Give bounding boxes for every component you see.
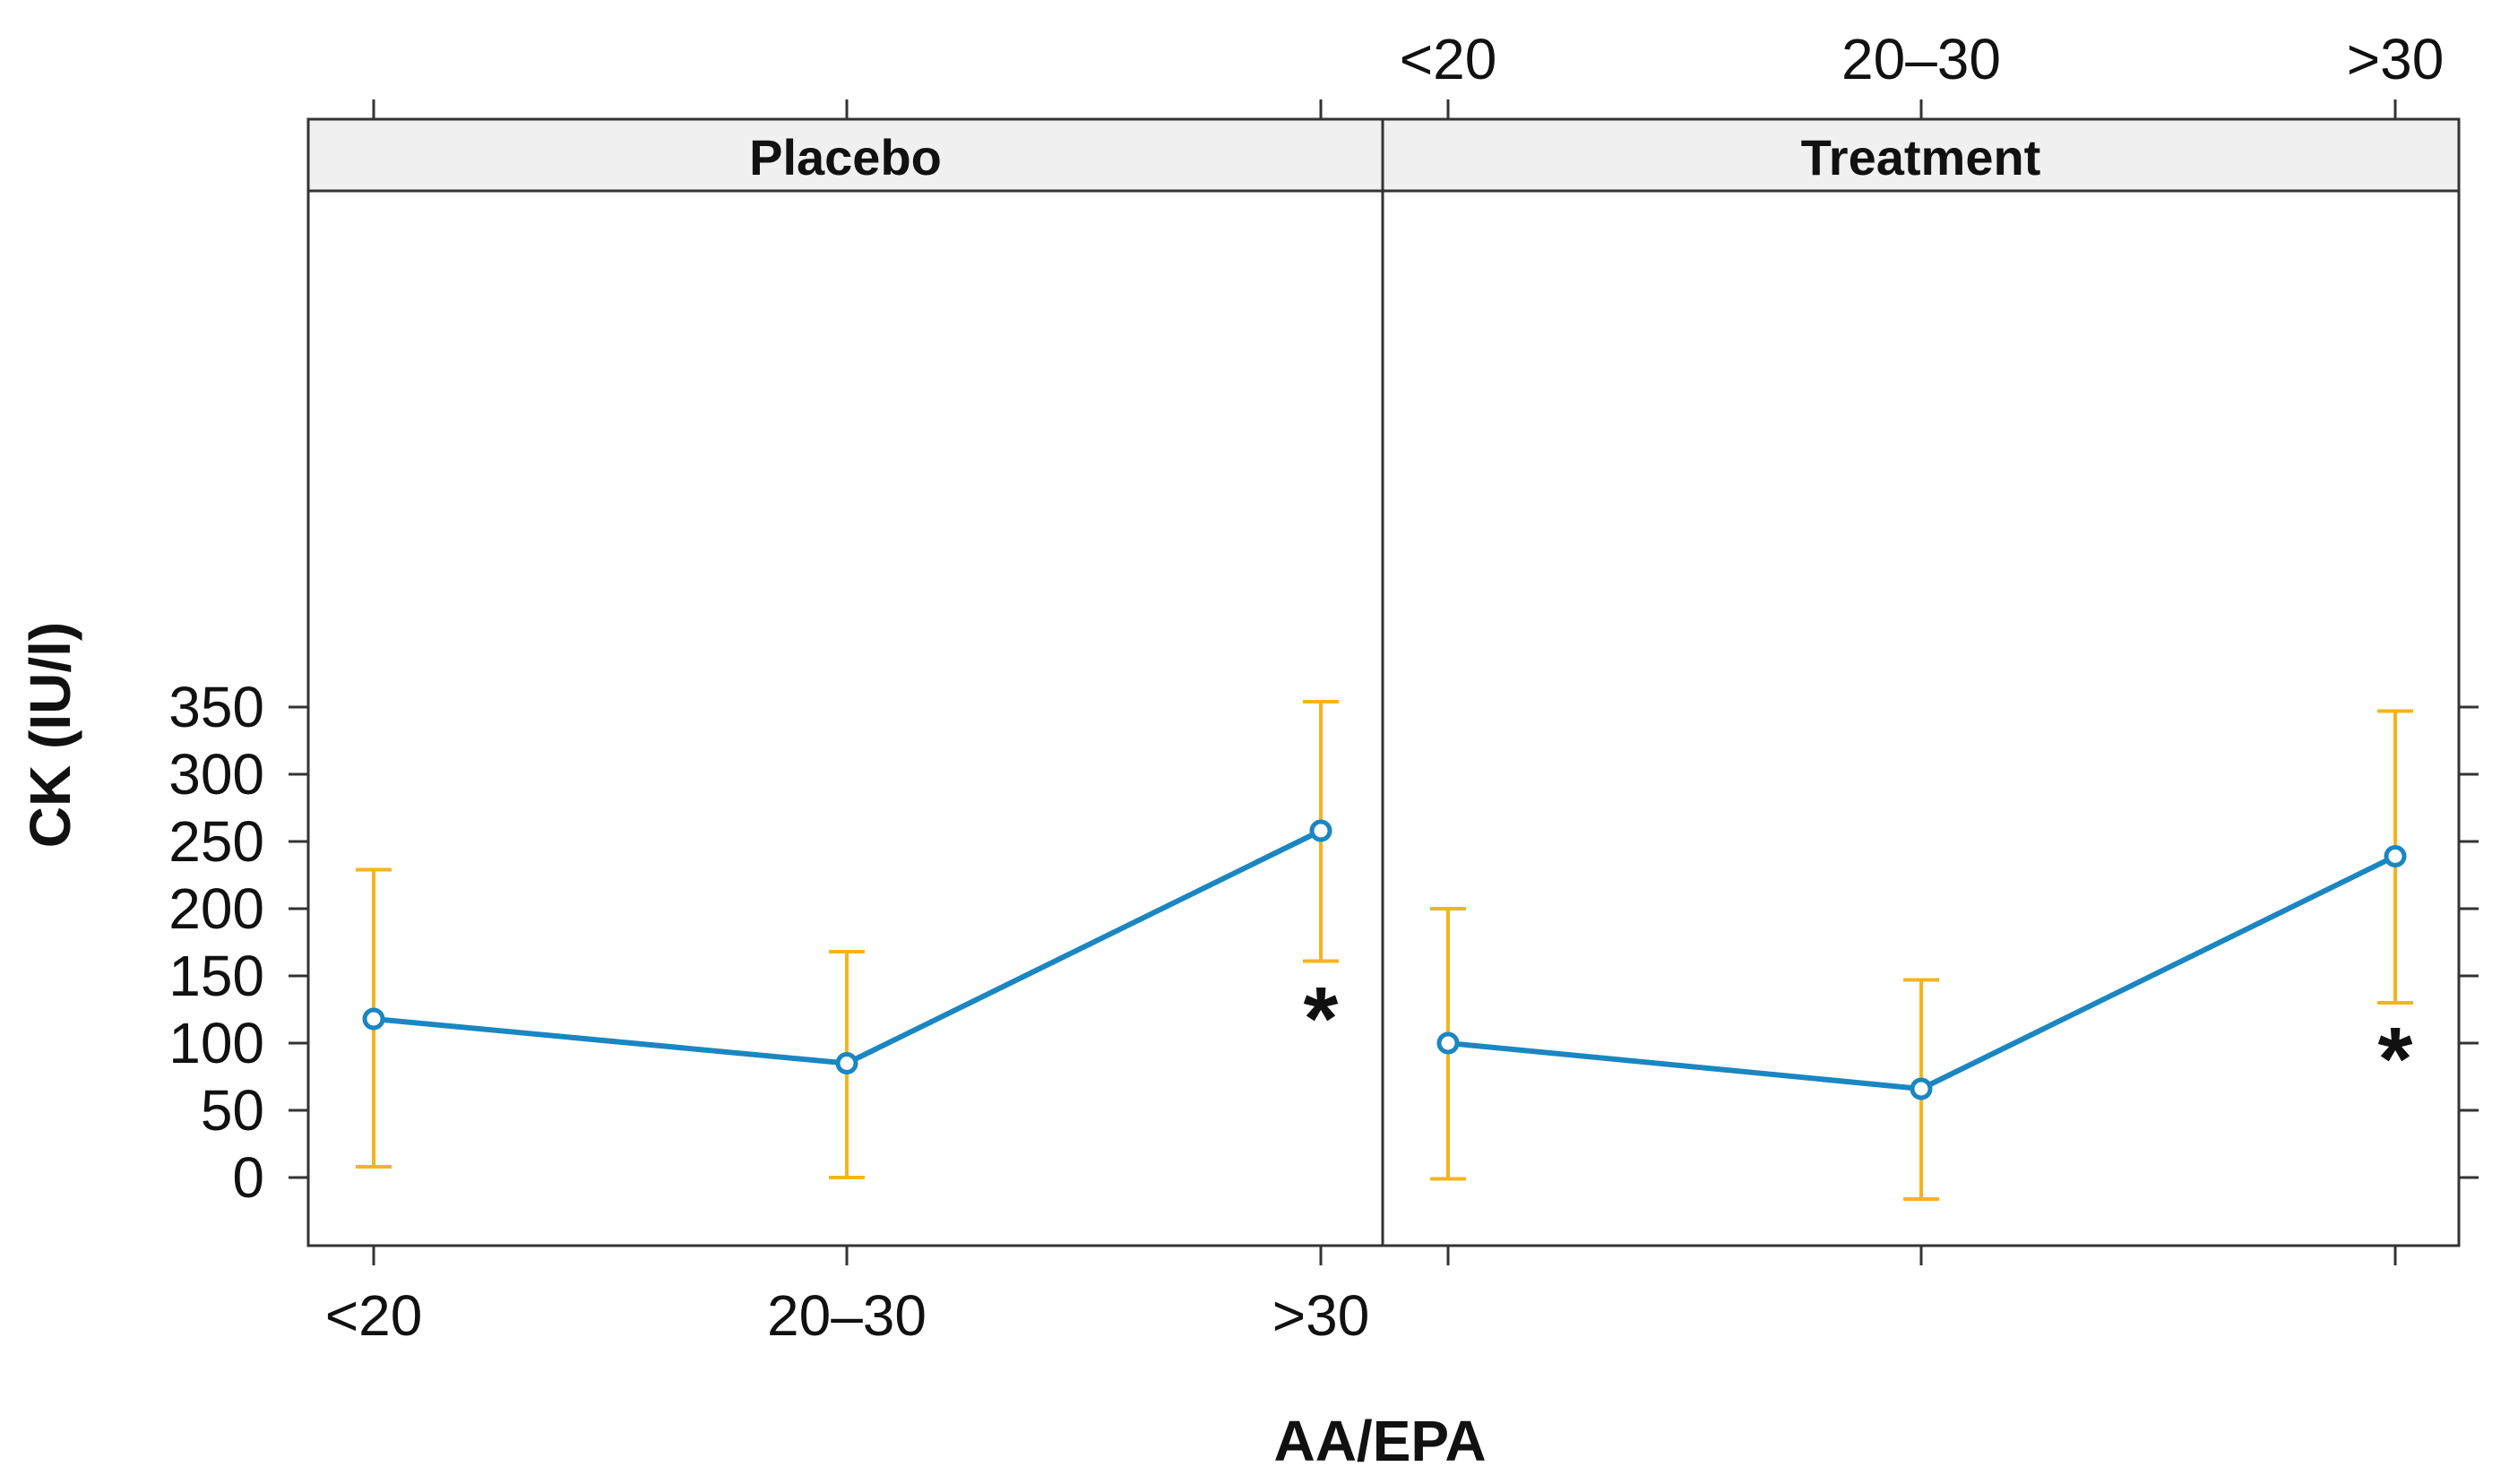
- x-tick-label-top: <20: [1400, 27, 1497, 91]
- significance-marker: *: [2378, 1009, 2413, 1109]
- panel-strip: [1381, 117, 2461, 193]
- panel-strip-label: Placebo: [749, 129, 942, 186]
- y-tick-label: 50: [201, 1078, 264, 1143]
- x-tick-label: >30: [1272, 1283, 1370, 1348]
- y-axis-title: CK (IU/l): [18, 622, 82, 848]
- y-tick-label: 200: [168, 876, 264, 941]
- y-tick-label: 0: [232, 1145, 264, 1210]
- y-tick-label: 300: [168, 742, 264, 807]
- data-point: [835, 1052, 858, 1074]
- data-point: [1910, 1077, 1933, 1100]
- data-point: [2384, 845, 2407, 867]
- significance-marker: *: [1304, 969, 1339, 1069]
- panel-strip-label: Treatment: [1801, 129, 2041, 186]
- x-axis-title: AA/EPA: [1273, 1409, 1486, 1473]
- y-tick-label: 150: [168, 944, 264, 1008]
- panel-strip: [306, 117, 1384, 193]
- x-tick-label-top: 20–30: [1841, 27, 2001, 91]
- x-tick-label: <20: [325, 1283, 423, 1348]
- data-point: [362, 1007, 385, 1031]
- y-tick-label: 350: [168, 675, 264, 739]
- y-tick-label: 250: [168, 809, 264, 874]
- x-tick-label: 20–30: [767, 1283, 927, 1348]
- data-point: [1436, 1031, 1460, 1055]
- y-tick-label: 100: [168, 1011, 264, 1075]
- data-point: [1309, 819, 1332, 842]
- x-tick-label-top: >30: [2347, 27, 2445, 91]
